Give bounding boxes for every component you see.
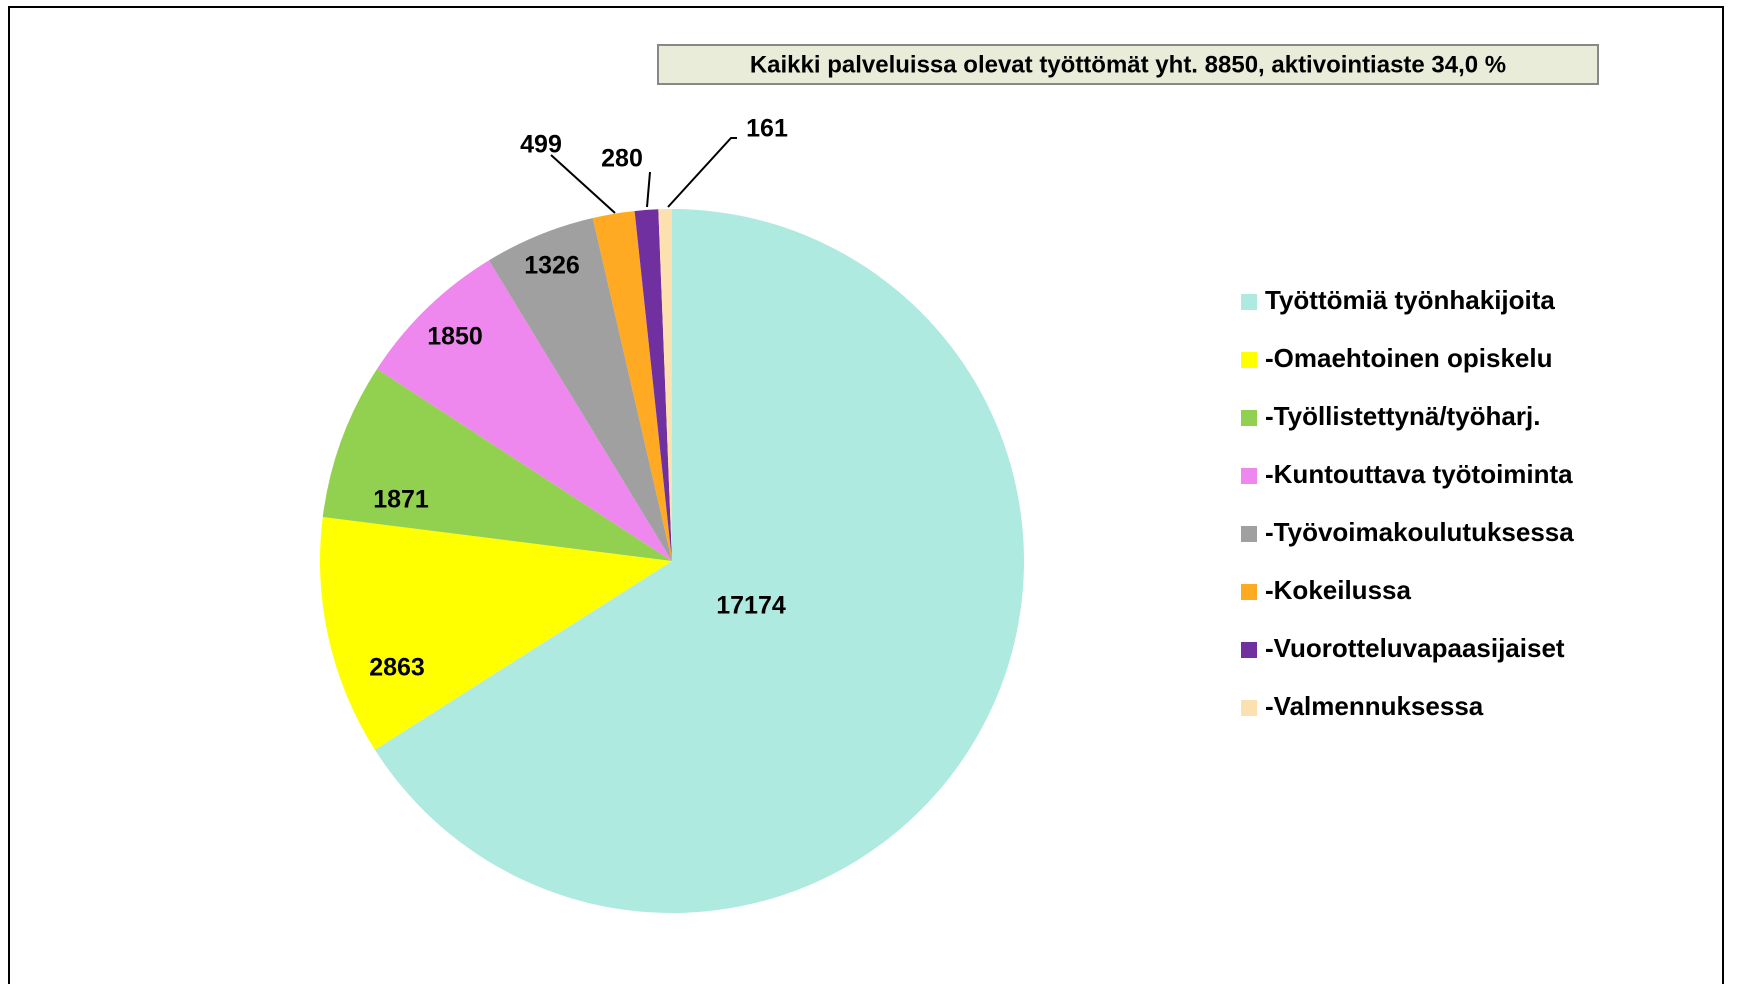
legend-label: -Työllistettynä/työharj.	[1265, 401, 1540, 431]
data-label: 499	[520, 131, 562, 159]
data-label: 1326	[524, 252, 580, 280]
pie-slice	[374, 209, 1025, 913]
legend-swatch	[1241, 584, 1257, 600]
legend-label: -Vuorotteluvapaasijaiset	[1265, 633, 1565, 663]
pie-slice	[658, 209, 672, 561]
data-label: 17174	[716, 592, 786, 620]
legend-label: Työttömiä työnhakijoita	[1265, 285, 1555, 315]
leader-line	[646, 171, 651, 208]
data-label: 2863	[369, 654, 425, 682]
data-label: 1871	[373, 486, 429, 514]
legend-swatch	[1241, 294, 1257, 310]
pie-slice	[322, 368, 672, 561]
legend-label: -Kuntouttava työtoiminta	[1265, 459, 1573, 489]
pie-slice	[592, 210, 672, 561]
legend-label: -Omaehtoinen opiskelu	[1265, 343, 1553, 373]
chart-title: Kaikki palveluissa olevat työttömät yht.…	[750, 51, 1506, 78]
legend-label: -Työvoimakoulutuksessa	[1265, 517, 1574, 547]
legend-label: -Valmennuksessa	[1265, 691, 1484, 721]
pie-slice	[376, 260, 672, 561]
legend-swatch	[1241, 642, 1257, 658]
legend-swatch	[1241, 700, 1257, 716]
legend-swatch	[1241, 526, 1257, 542]
data-label: 161	[746, 115, 788, 143]
pie-slice	[488, 218, 672, 561]
pie-slice	[320, 517, 672, 750]
legend-swatch	[1241, 410, 1257, 426]
legend-swatch	[1241, 468, 1257, 484]
title-box	[657, 44, 1599, 85]
data-label: 1850	[427, 323, 483, 351]
pie-slice	[634, 209, 672, 561]
legend-label: -Kokeilussa	[1265, 575, 1411, 605]
legend-swatch	[1241, 352, 1257, 368]
leader-line	[550, 154, 616, 214]
leader-line	[667, 137, 737, 208]
data-label: 280	[601, 145, 643, 173]
